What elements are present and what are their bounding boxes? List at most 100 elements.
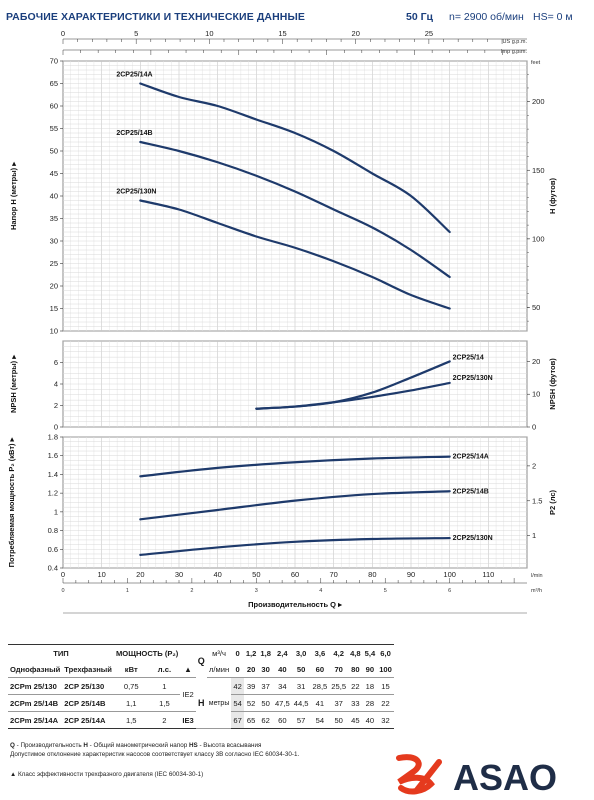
curve-label: 2CP25/130N [453, 535, 493, 542]
x-tick-label: 80 [368, 570, 376, 579]
y-tick-label: 0.6 [48, 545, 58, 554]
h-cell: 34 [272, 677, 292, 695]
y-tick-label: 20 [50, 282, 58, 291]
m3h-tick-label: 0 [61, 588, 64, 594]
q-m3h-1: 1,2 [243, 644, 259, 661]
curve-2cp25130n [139, 536, 451, 556]
technical-data-table: ТИП МОЩНОСТЬ (P₂) Q м³/ч 0 1,2 1,8 2,4 3,0 3,… [8, 644, 394, 729]
x-tick-label: 90 [407, 570, 415, 579]
curve-label: 2CP25/14B [453, 488, 489, 495]
th-lmin: л/мин [206, 661, 232, 678]
y-tick-label: 1.2 [48, 489, 58, 498]
h-cell: 33 [348, 694, 363, 712]
row-hp: 1,5 [148, 694, 181, 712]
right-tick-label: 20 [532, 357, 540, 366]
m3h-tick-label: 4 [319, 588, 322, 594]
y-tick-label: 60 [50, 102, 58, 111]
row-h: H [195, 677, 207, 729]
y-tick-label: 10 [50, 327, 58, 336]
y-tick-label: 0 [54, 423, 58, 432]
h-cell: 54 [310, 711, 330, 729]
y-tick-label: 65 [50, 79, 58, 88]
efficiency-note: ▲ Класс эффективности трехфазного двигат… [10, 771, 204, 778]
q-lmin-6: 70 [329, 661, 349, 678]
curve-2cp25130n [255, 381, 451, 410]
row-ie: IE2 [180, 677, 196, 712]
right-axis-label: P2 (лс) [548, 489, 557, 515]
curve-label: 2CP25/14A [116, 72, 152, 79]
row-single: 2CPm 25/14A [8, 711, 63, 729]
asao-logo: ASAO [395, 752, 585, 796]
h-cell: 31 [291, 677, 311, 695]
th-hp: л.с. [148, 661, 181, 678]
top-tick-label: 15 [278, 29, 286, 38]
x-axis-label: Производительность Q ▸ [248, 600, 343, 609]
th-type: ТИП [8, 644, 114, 661]
row-single: 2CPm 25/130 [8, 677, 63, 695]
h-cell: 47,5 [272, 694, 292, 712]
row-kw: 1,1 [113, 694, 149, 712]
h-cell: 44,5 [291, 694, 311, 712]
right-tick-label: 200 [532, 97, 545, 106]
h-cell: 15 [377, 677, 394, 695]
h-cell: 65 [243, 711, 259, 729]
top-tick-label: 5 [134, 29, 138, 38]
top-tick-label: 20 [352, 29, 360, 38]
q-m3h-8: 5,4 [362, 644, 378, 661]
y-axis-label: Напор Н (метры) ▸ [9, 161, 18, 230]
th-single: Однофазный [8, 661, 63, 678]
x-unit-lmin: l/min [531, 573, 543, 579]
x-unit-m3h: m³/h [531, 588, 542, 594]
top-tick-label: 25 [425, 29, 433, 38]
legend-notes: Q - Производительность H - Общий маномет… [10, 741, 299, 759]
h-cell: 22 [348, 677, 363, 695]
curve-2cp2514b [139, 490, 451, 521]
h-cell: 37 [258, 677, 273, 695]
curve-2cp2514a [139, 455, 451, 478]
q-m3h-0: 0 [231, 644, 244, 661]
th-kw: кВт [113, 661, 149, 678]
th-three: Трехфазный [62, 661, 114, 678]
y-tick-label: 40 [50, 192, 58, 201]
y-tick-label: 1 [54, 507, 58, 516]
top-tick-label: 10 [205, 29, 213, 38]
logo-mark-icon: ASAO [396, 754, 557, 796]
pump-curves-chart: 1015202530354045505560657050100150200Нап… [7, 29, 557, 614]
y-tick-label: 70 [50, 57, 58, 66]
curve-label: 2CP25/14A [453, 454, 489, 461]
q-m3h-7: 4,8 [348, 644, 363, 661]
h-cell: 57 [291, 711, 311, 729]
q-m3h-4: 3,0 [291, 644, 311, 661]
row-kw: 1,5 [113, 711, 149, 729]
right-tick-label: 2 [532, 461, 536, 470]
h-cell: 25,5 [329, 677, 349, 695]
y-tick-label: 55 [50, 124, 58, 133]
page-title: РАБОЧИЕ ХАРАКТЕРИСТИКИ И ТЕХНИЧЕСКИЕ ДАН… [6, 11, 305, 23]
row-hp: 2 [148, 711, 181, 729]
x-axis: 0 10 20 30 40 50 60 70 80 90 100 110 l/min 0 1 2 3 4 5 6 m³/… [61, 570, 543, 614]
curve-label: 2CP25/14 [453, 354, 484, 361]
right-tick-label: 50 [532, 303, 540, 312]
top-unit-impgpm: Imp g.p.m. [501, 49, 527, 55]
row-hp: 1 [148, 677, 181, 695]
q-lmin-2: 30 [258, 661, 273, 678]
top-unit-usgpm: US g.p.m. [503, 39, 528, 45]
th-q: Q [195, 644, 207, 678]
h-cell: 50 [329, 711, 349, 729]
h-cell: 40 [362, 711, 378, 729]
x-tick-label: 30 [175, 570, 183, 579]
h-cell: 32 [377, 711, 394, 729]
right-unit-feet: feet [531, 60, 541, 66]
x-tick-label: 20 [136, 570, 144, 579]
h-cell: 45 [348, 711, 363, 729]
x-tick-label: 110 [482, 570, 494, 579]
y-tick-label: 30 [50, 237, 58, 246]
q-lmin-9: 100 [377, 661, 394, 678]
power-panel: 0.4 0.6 0.8 1 1.2 1.4 1.6 1.8 1 1.5 2 Потребляемая … [7, 433, 557, 573]
y-tick-label: 0.8 [48, 526, 58, 535]
y-tick-label: 1.4 [48, 470, 58, 479]
y-tick-label: 0.4 [48, 564, 58, 573]
x-tick-label: 60 [291, 570, 299, 579]
curve-label: 2CP25/14B [116, 130, 152, 137]
y-tick-label: 15 [50, 304, 58, 313]
